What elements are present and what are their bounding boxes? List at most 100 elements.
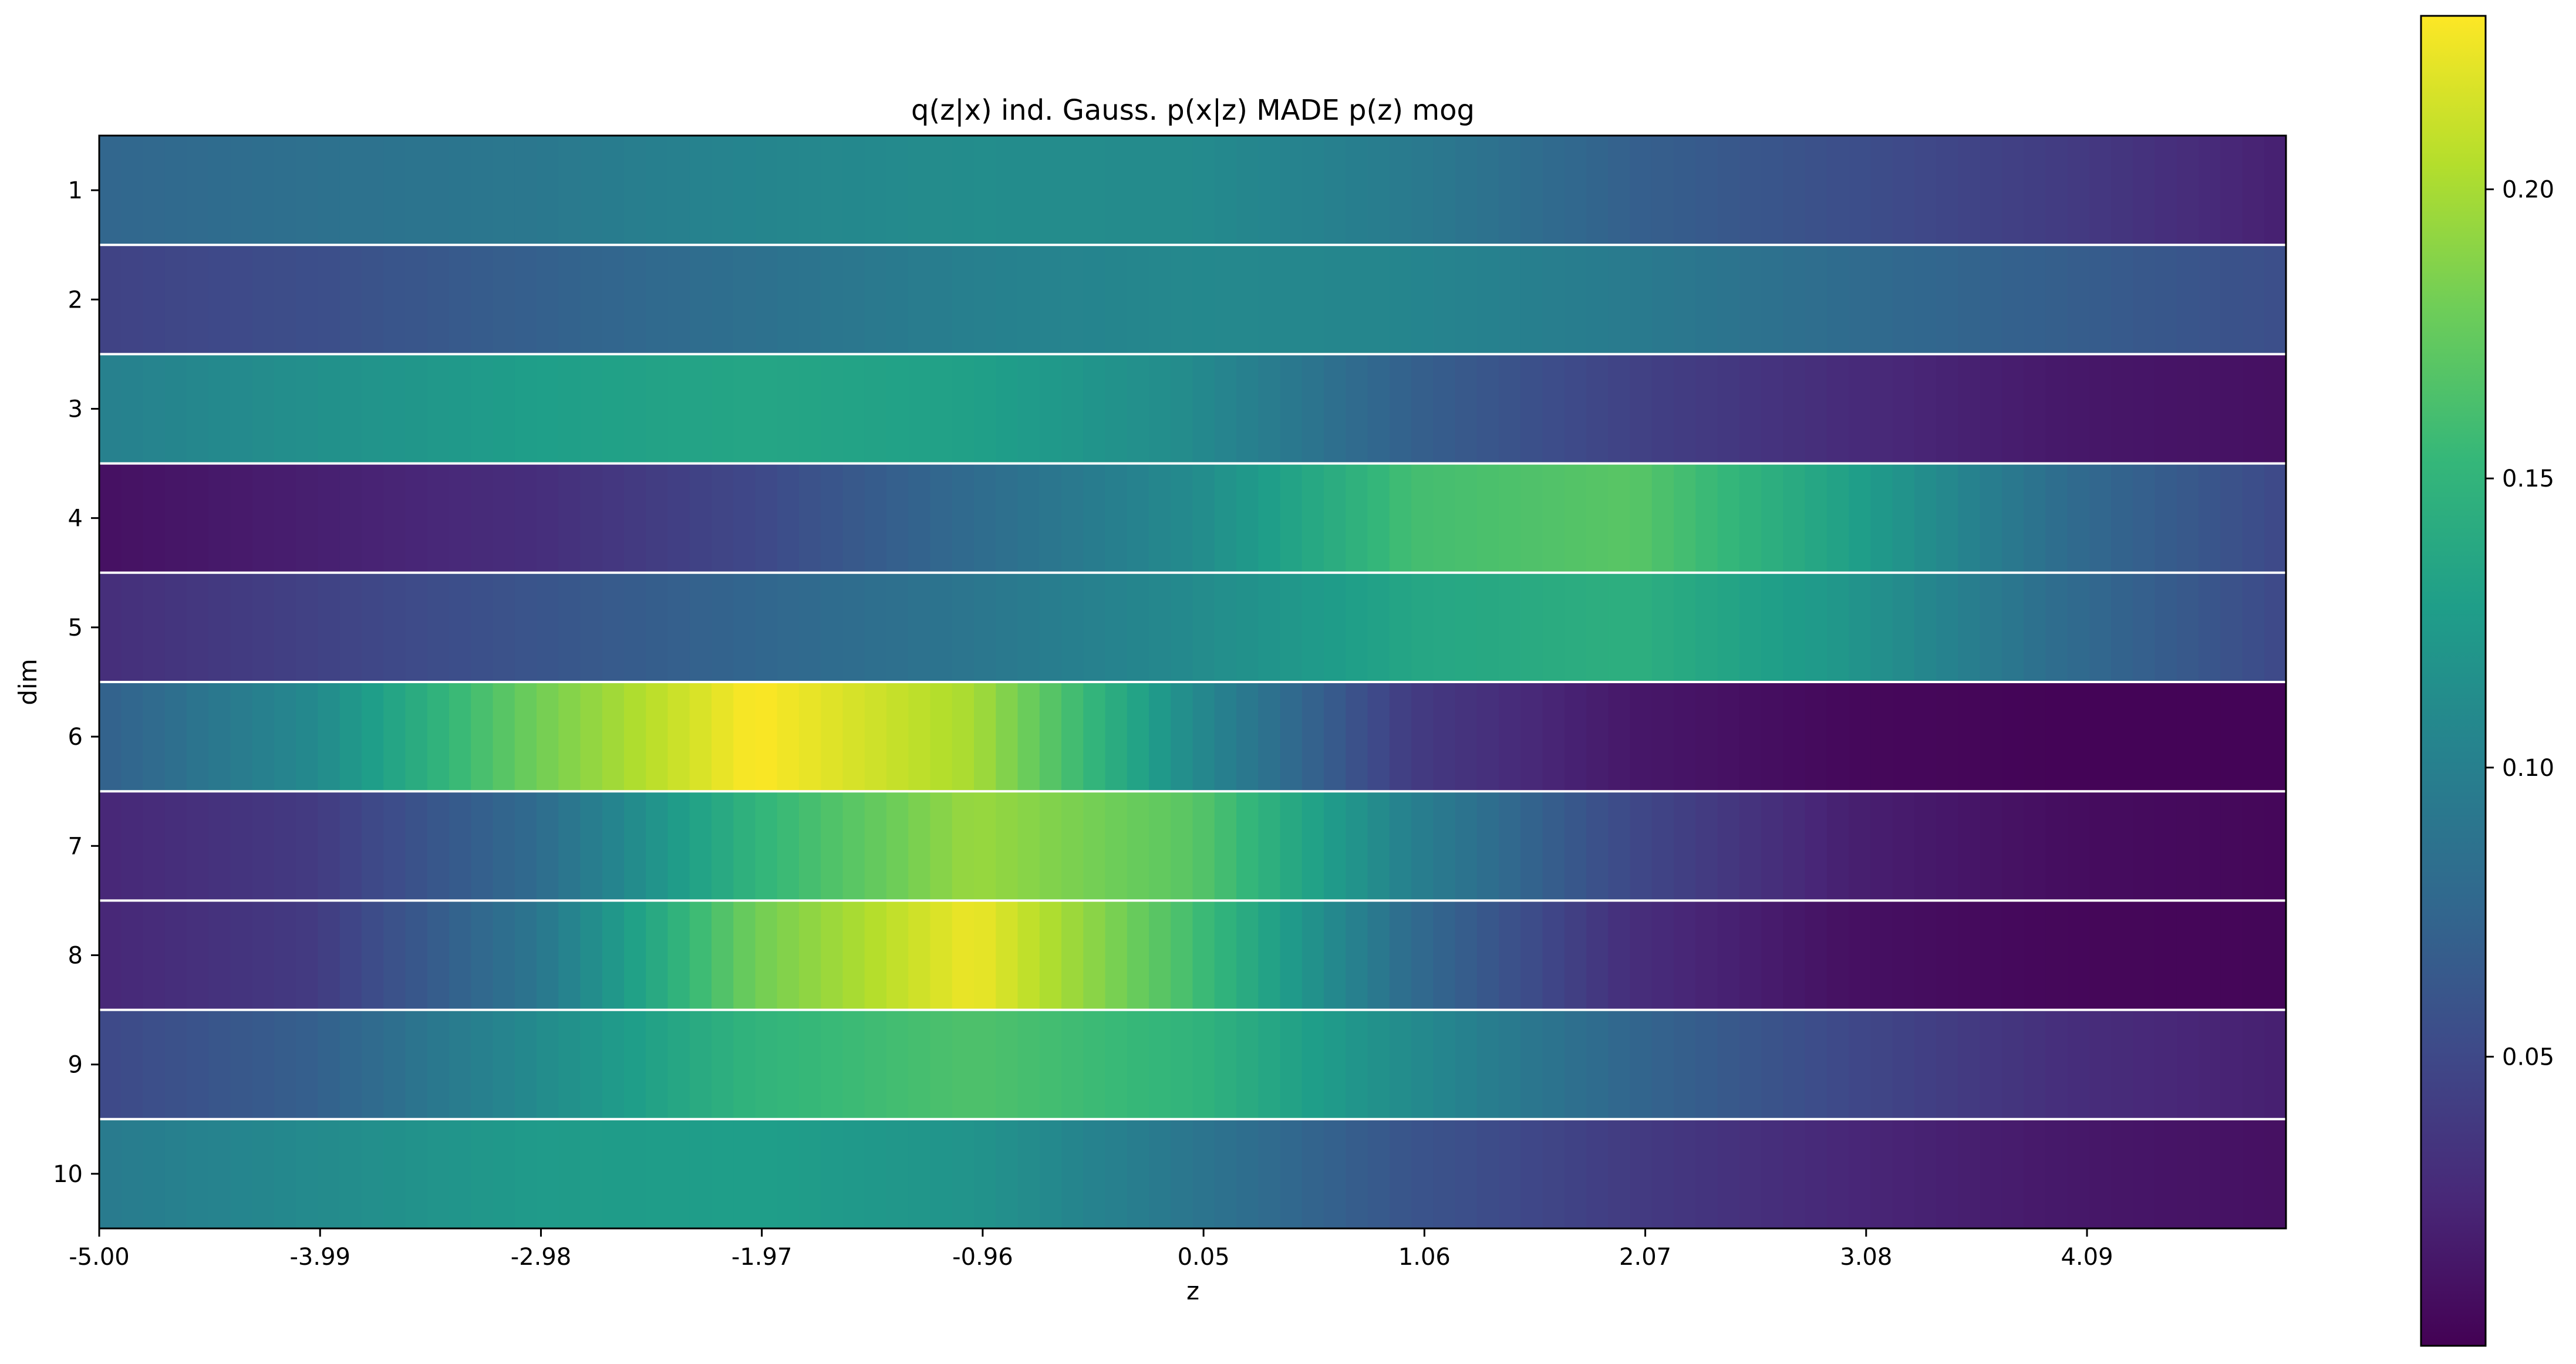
- heatmap-cell: [624, 136, 647, 245]
- heatmap-cell: [1542, 682, 1565, 792]
- heatmap-cell: [1061, 1010, 1084, 1119]
- heatmap-cell: [974, 354, 997, 464]
- heatmap-cell: [1914, 900, 1937, 1010]
- heatmap-cell: [1105, 245, 1128, 354]
- heatmap-cell: [1805, 354, 1828, 464]
- heatmap-cell: [1980, 136, 2002, 245]
- heatmap-cell: [1608, 900, 1631, 1010]
- heatmap-cell: [383, 136, 406, 245]
- heatmap-cell: [2220, 682, 2243, 792]
- heatmap-cell: [1411, 354, 1434, 464]
- heatmap-cell: [2001, 245, 2024, 354]
- heatmap-cell: [842, 354, 865, 464]
- heatmap-cell: [930, 136, 953, 245]
- heatmap-cell: [1870, 354, 1893, 464]
- heatmap-cell: [974, 245, 997, 354]
- heatmap-cell: [164, 463, 187, 573]
- heatmap-cell: [2242, 791, 2265, 901]
- heatmap-cell: [1149, 1119, 1172, 1228]
- heatmap-cell: [296, 245, 319, 354]
- heatmap-cell: [2154, 682, 2177, 792]
- heatmap-cell: [1214, 900, 1237, 1010]
- heatmap-cell: [230, 791, 253, 901]
- heatmap-cell: [1105, 791, 1128, 901]
- heatmap-cell: [1214, 572, 1237, 682]
- heatmap-cell: [1455, 682, 1478, 792]
- heatmap-cell: [2176, 1010, 2199, 1119]
- heatmap-cell: [624, 245, 647, 354]
- heatmap-cell: [777, 354, 800, 464]
- heatmap-cell: [1870, 572, 1893, 682]
- heatmap-cell: [1389, 1010, 1412, 1119]
- heatmap-cell: [667, 1010, 690, 1119]
- heatmap-cell: [974, 136, 997, 245]
- heatmap-cell: [580, 245, 603, 354]
- heatmap-cell: [1499, 245, 1522, 354]
- heatmap-cell: [602, 245, 625, 354]
- heatmap-cell: [187, 682, 210, 792]
- heatmap-cell: [1870, 682, 1893, 792]
- heatmap-cell: [1324, 791, 1347, 901]
- heatmap-cell: [1039, 463, 1062, 573]
- heatmap-cell: [2024, 1010, 2046, 1119]
- heatmap-cell: [1805, 463, 1828, 573]
- heatmap-cell: [383, 245, 406, 354]
- heatmap-cell: [143, 682, 166, 792]
- heatmap-cell: [952, 463, 975, 573]
- heatmap-cell: [2045, 791, 2068, 901]
- heatmap-cell: [318, 682, 340, 792]
- heatmap-cell: [1936, 245, 1959, 354]
- heatmap-cell: [405, 136, 428, 245]
- heatmap-cell: [1236, 791, 1259, 901]
- heatmap-cell: [1936, 463, 1959, 573]
- heatmap-cell: [187, 463, 210, 573]
- heatmap-row-dim-1: [99, 136, 2287, 245]
- heatmap-cell: [2199, 245, 2221, 354]
- heatmap-cell: [1630, 791, 1653, 901]
- heatmap-cell: [1783, 245, 1806, 354]
- heatmap-cell: [1367, 572, 1390, 682]
- heatmap-cell: [143, 791, 166, 901]
- heatmap-cell: [1455, 572, 1478, 682]
- heatmap-cell: [930, 572, 953, 682]
- heatmap-cell: [1302, 900, 1324, 1010]
- heatmap-cell: [886, 245, 909, 354]
- heatmap-cell: [2133, 900, 2156, 1010]
- heatmap-cell: [2024, 572, 2046, 682]
- heatmap-cell: [1149, 791, 1172, 901]
- heatmap-cell: [667, 791, 690, 901]
- heatmap-cell: [2111, 136, 2134, 245]
- heatmap-cell: [1564, 1119, 1587, 1228]
- heatmap-cell: [755, 1010, 778, 1119]
- heatmap-cell: [2001, 791, 2024, 901]
- heatmap-cell: [1958, 1119, 1981, 1228]
- colorbar: 0.05 0.10 0.15 0.20: [2420, 15, 2554, 1347]
- heatmap-cell: [143, 900, 166, 1010]
- heatmap-cell: [1826, 245, 1849, 354]
- heatmap-cell: [1499, 136, 1522, 245]
- heatmap-cell: [1083, 463, 1106, 573]
- heatmap-cell: [1083, 791, 1106, 901]
- heatmap-row-dim-7: [99, 791, 2287, 901]
- heatmap-cell: [1433, 136, 1456, 245]
- heatmap-cell: [493, 791, 515, 901]
- heatmap-cell: [296, 791, 319, 901]
- heatmap-cell: [143, 1010, 166, 1119]
- heatmap-cell: [537, 245, 559, 354]
- heatmap-cell: [208, 463, 231, 573]
- heatmap-cell: [712, 136, 734, 245]
- heatmap-cell: [1499, 900, 1522, 1010]
- heatmap-cell: [908, 136, 931, 245]
- heatmap-cell: [689, 572, 712, 682]
- heatmap-cell: [842, 791, 865, 901]
- heatmap-cell: [821, 682, 844, 792]
- heatmap-cell: [733, 900, 756, 1010]
- heatmap-cell: [1608, 245, 1631, 354]
- heatmap-cell: [1061, 136, 1084, 245]
- heatmap-cell: [712, 572, 734, 682]
- heatmap-cell: [1783, 900, 1806, 1010]
- heatmap-cell: [1171, 354, 1193, 464]
- heatmap-cell: [1520, 463, 1543, 573]
- heatmap-cell: [1958, 682, 1981, 792]
- heatmap-cell: [1280, 1010, 1303, 1119]
